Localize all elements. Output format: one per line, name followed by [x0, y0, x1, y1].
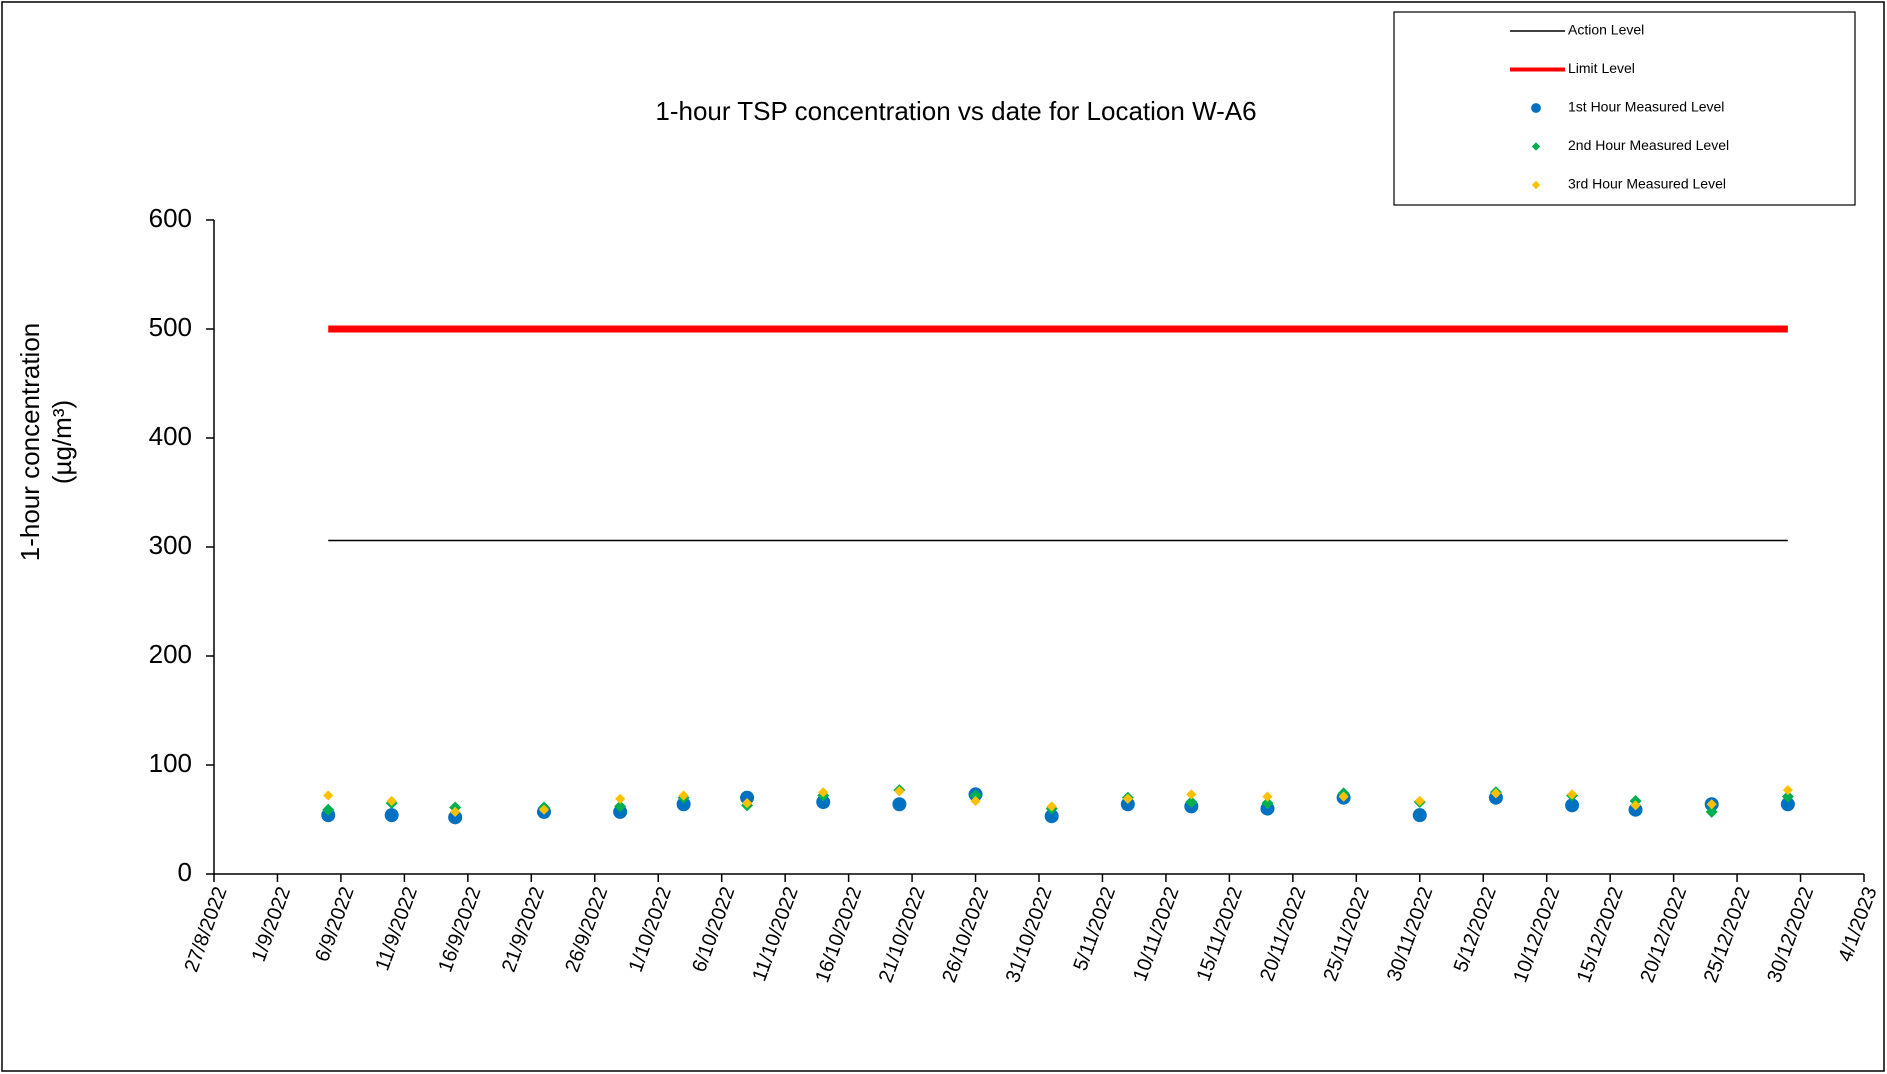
chart-title: 1-hour TSP concentration vs date for Loc… — [655, 96, 1256, 126]
data-point — [892, 797, 907, 812]
data-point — [384, 808, 399, 823]
data-point — [448, 810, 463, 825]
data-point — [1705, 805, 1718, 818]
data-point — [1412, 808, 1427, 823]
legend-label: Limit Level — [1568, 60, 1635, 76]
y-tick-label: 100 — [149, 748, 192, 778]
data-point — [1630, 800, 1641, 811]
data-point — [322, 803, 335, 816]
data-point — [1565, 798, 1580, 813]
legend-swatch — [1531, 180, 1541, 190]
data-point — [1414, 795, 1425, 807]
legend-label: 3rd Hour Measured Level — [1568, 176, 1726, 192]
data-point — [450, 806, 461, 817]
data-point — [1706, 799, 1717, 810]
data-point — [678, 790, 689, 801]
data-point — [1262, 791, 1273, 802]
data-point — [1782, 784, 1793, 796]
data-point — [818, 787, 829, 798]
data-point — [1046, 801, 1057, 812]
data-point — [1490, 788, 1502, 799]
data-point — [1261, 797, 1274, 810]
data-point — [1566, 789, 1578, 800]
data-point — [816, 795, 831, 810]
data-point — [1185, 796, 1198, 809]
data-point — [1044, 809, 1059, 824]
data-point — [614, 800, 627, 813]
y-tick-label: 600 — [149, 203, 192, 233]
legend-swatch — [1531, 103, 1541, 113]
data-point — [538, 804, 550, 815]
y-tick-label: 400 — [149, 421, 192, 451]
data-point — [323, 790, 334, 801]
data-point — [1120, 797, 1135, 812]
y-axis-label: 1-hour concentration — [15, 323, 45, 561]
data-point — [969, 789, 982, 802]
y-tick-label: 500 — [149, 312, 192, 342]
data-point — [1186, 789, 1197, 800]
legend-label: Action Level — [1568, 22, 1644, 38]
y-axis-label: (µg/m³) — [47, 400, 77, 484]
data-point — [386, 795, 397, 807]
data-point — [1122, 793, 1133, 804]
data-point — [676, 797, 691, 812]
legend-label: 2nd Hour Measured Level — [1568, 137, 1729, 153]
data-point — [1338, 791, 1349, 802]
data-point — [1781, 790, 1794, 803]
data-point — [741, 798, 753, 809]
data-point — [970, 795, 981, 807]
data-point — [615, 793, 626, 804]
legend-box — [1393, 11, 1856, 206]
y-tick-label: 200 — [149, 639, 192, 669]
data-point — [740, 790, 755, 805]
data-point — [1780, 797, 1795, 812]
y-tick-label: 300 — [149, 530, 192, 560]
legend-swatch — [1531, 142, 1541, 151]
y-tick-label: 0 — [178, 857, 192, 887]
legend-label: 1st Hour Measured Level — [1568, 99, 1724, 115]
data-point — [894, 786, 905, 797]
